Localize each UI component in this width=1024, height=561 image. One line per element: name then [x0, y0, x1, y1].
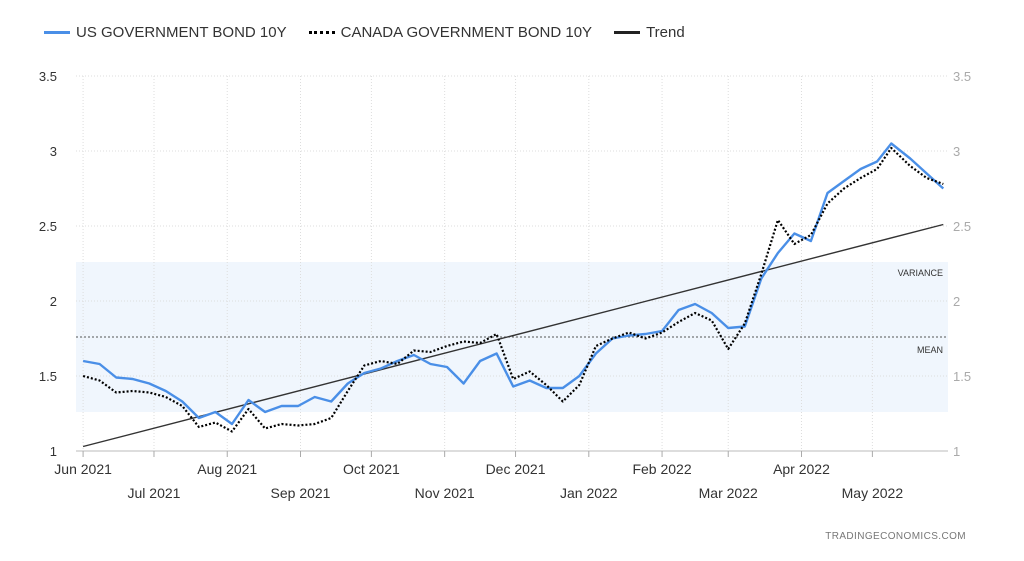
legend-item-trend[interactable]: Trend: [614, 24, 685, 41]
series: [82, 142, 945, 448]
annotations: VARIANCE MEAN: [898, 268, 943, 355]
y-tick-label-right: 2.5: [953, 219, 971, 234]
x-tick-label: Aug 2021: [197, 461, 257, 477]
axes: 1 1 1.5 1.5 2 2 2.5 2.5 3 3 3.5 3.5 Jun 2021 Jul 2021…: [39, 69, 971, 501]
y-tick-label-right: 3: [953, 144, 960, 159]
y-tick-label-left: 3: [50, 144, 57, 159]
x-tick-label: Jul 2021: [128, 485, 181, 501]
trend-line: [82, 223, 944, 448]
x-tick-label: Feb 2022: [632, 461, 691, 477]
x-tick-label: Dec 2021: [486, 461, 546, 477]
y-tick-label-left: 1: [50, 444, 57, 459]
x-tick-label: Jan 2022: [560, 485, 618, 501]
x-tick-label: Nov 2021: [415, 485, 475, 501]
y-tick-label-left: 2.5: [39, 219, 57, 234]
x-tick-label: May 2022: [842, 485, 904, 501]
x-tick-label: Mar 2022: [699, 485, 758, 501]
legend-swatch-trend: [614, 30, 641, 34]
grid: [76, 75, 948, 451]
x-tick-label: Sep 2021: [271, 485, 331, 501]
y-tick-label-right: 1.5: [953, 369, 971, 384]
y-tick-label-left: 1.5: [39, 369, 57, 384]
legend-swatch-canada: [308, 30, 335, 34]
y-tick-label-right: 2: [953, 294, 960, 309]
x-tick-label: Oct 2021: [343, 461, 400, 477]
us-bond-line: [82, 142, 945, 426]
variance-annotation: VARIANCE: [898, 268, 943, 278]
legend-item-us[interactable]: US GOVERNMENT BOND 10Y: [44, 24, 287, 41]
y-tick-label-left: 3.5: [39, 69, 57, 84]
x-tick-label: Jun 2021: [54, 461, 112, 477]
x-tick-label: Apr 2022: [773, 461, 830, 477]
legend-label-trend: Trend: [646, 23, 685, 41]
legend-label-us: US GOVERNMENT BOND 10Y: [76, 23, 287, 41]
y-tick-label-right: 3.5: [953, 69, 971, 84]
y-tick-label-left: 2: [50, 294, 57, 309]
watermark: TRADINGECONOMICS.COM: [825, 531, 966, 542]
legend: US GOVERNMENT BOND 10Y CANADA GOVERNMENT…: [44, 22, 707, 42]
y-tick-label-right: 1: [953, 444, 960, 459]
mean-annotation: MEAN: [917, 345, 943, 355]
legend-swatch-us: [44, 30, 70, 34]
legend-item-canada[interactable]: CANADA GOVERNMENT BOND 10Y: [308, 23, 593, 41]
legend-label-canada: CANADA GOVERNMENT BOND 10Y: [340, 23, 593, 41]
